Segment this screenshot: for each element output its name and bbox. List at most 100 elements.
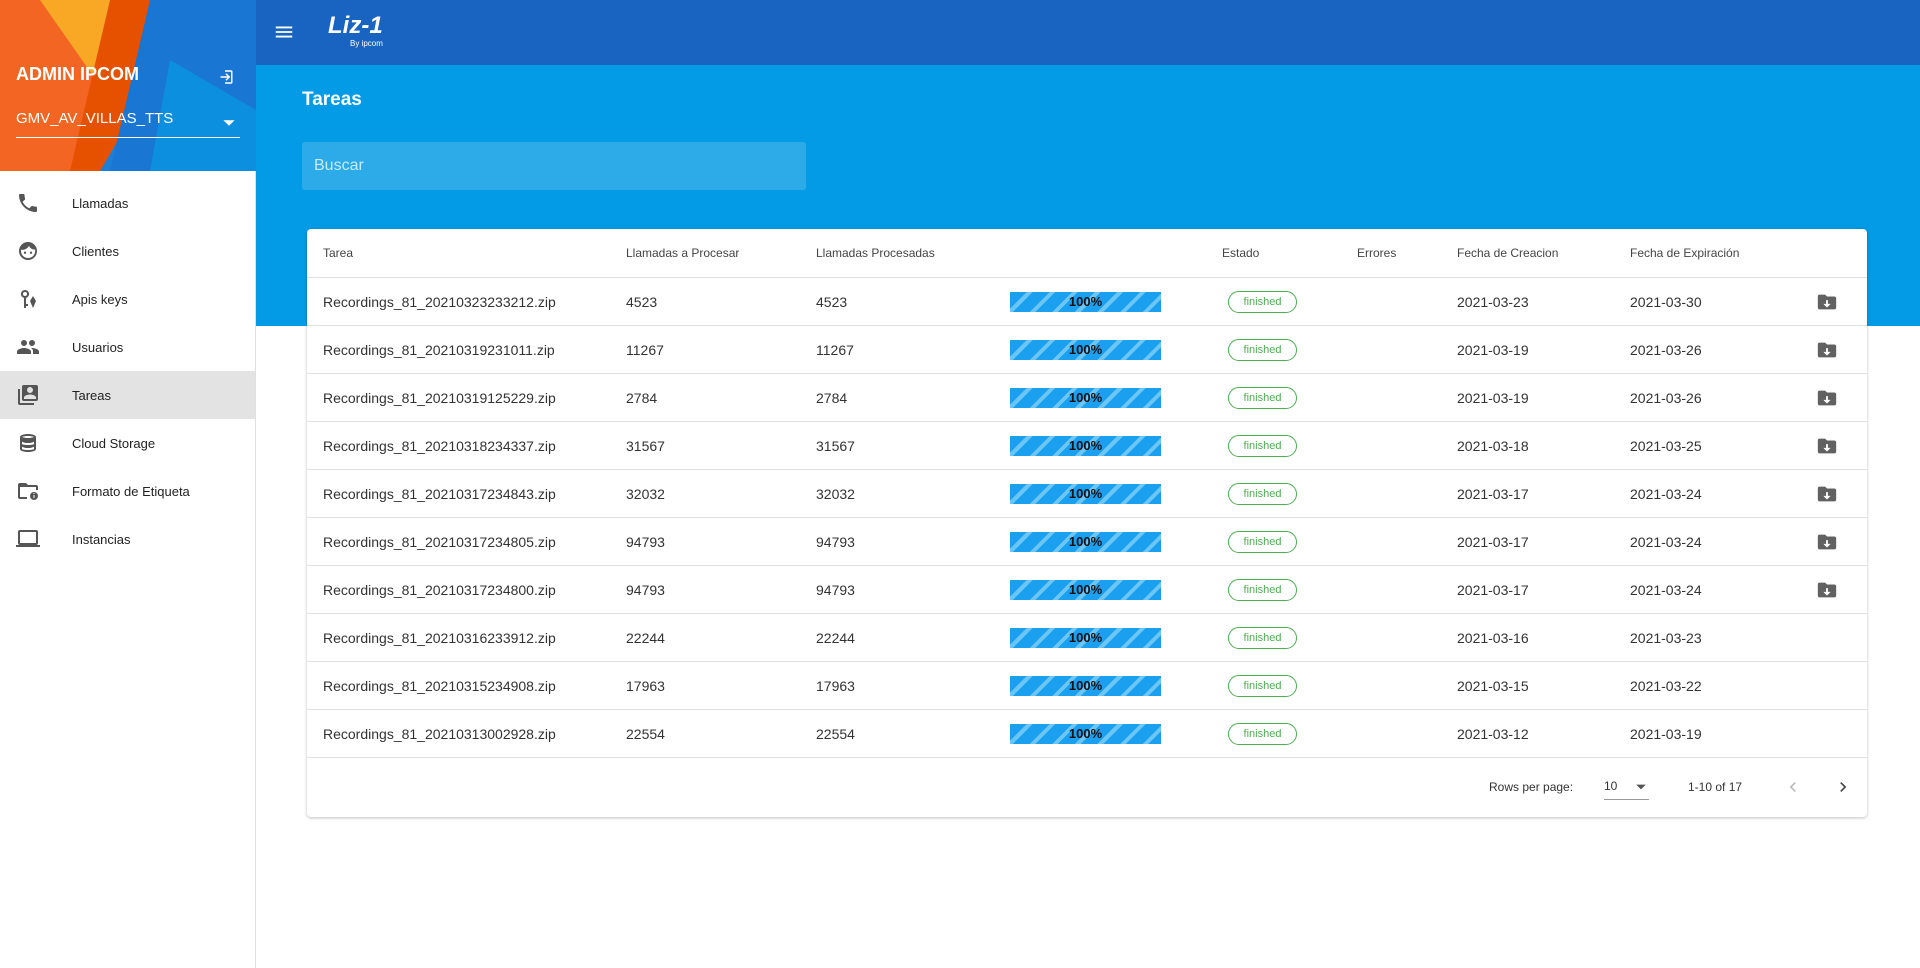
column-header: Estado <box>1222 246 1260 260</box>
progress-bar: 100% <box>1010 580 1161 600</box>
download-icon[interactable] <box>1816 579 1838 601</box>
top-bar: Liz-1 By ipcom <box>256 0 1920 65</box>
calls-to-process: 22244 <box>626 630 665 646</box>
progress-bar: 100% <box>1010 340 1161 360</box>
expiry-date: 2021-03-25 <box>1630 438 1702 454</box>
download-icon[interactable] <box>1816 531 1838 553</box>
calls-to-process: 94793 <box>626 534 665 550</box>
created-date: 2021-03-17 <box>1457 486 1529 502</box>
dropdown-arrow <box>223 120 235 126</box>
user-name: ADMIN IPCOM <box>16 64 139 84</box>
nav-label: Usuarios <box>72 339 124 355</box>
calls-to-process: 31567 <box>626 438 665 454</box>
download-icon[interactable] <box>1816 435 1838 457</box>
nav-item[interactable]: Instancias <box>0 515 255 563</box>
download-button[interactable] <box>1816 291 1838 313</box>
table-row: Recordings_81_20210319125229.zip 2784 2784… <box>307 373 1867 421</box>
created-date: 2021-03-12 <box>1457 726 1529 742</box>
created-date: 2021-03-23 <box>1457 294 1529 310</box>
logo-sub: By ipcom <box>350 39 383 48</box>
download-button[interactable] <box>1816 531 1838 553</box>
expiry-date: 2021-03-24 <box>1630 486 1702 502</box>
page-range: 1-10 of 17 <box>1688 780 1743 794</box>
download-button[interactable] <box>1816 579 1838 601</box>
nav-icon <box>18 242 37 260</box>
rows-per-page-select[interactable]: 10 <box>1604 772 1649 800</box>
rows-per-page-value: 10 <box>1604 779 1618 793</box>
nav-icon <box>20 289 36 308</box>
nav-label: Apis keys <box>72 291 128 307</box>
download-button[interactable] <box>1816 483 1838 505</box>
table-row: Recordings_81_20210319231011.zip 11267 112… <box>307 325 1867 373</box>
table-row: Recordings_81_20210317234843.zip 32032 320… <box>307 469 1867 517</box>
dropdown-arrow <box>1636 784 1646 790</box>
table-card: Tarea Llamadas a Procesar Llamadas Procesa… <box>307 229 1867 817</box>
calls-processed: 2784 <box>816 390 848 406</box>
nav-label: Formato de Etiqueta <box>72 483 190 499</box>
calls-processed: 22554 <box>816 726 855 742</box>
status-chip: finished <box>1228 339 1297 361</box>
progress-bar: 100% <box>1010 628 1161 648</box>
column-header: Fecha de Expiración <box>1630 246 1740 260</box>
download-icon[interactable] <box>1816 387 1838 409</box>
task-name: Recordings_81_20210317234800.zip <box>323 582 556 598</box>
account-select[interactable]: GMV_AV_VILLAS_TTS <box>16 110 240 138</box>
download-icon[interactable] <box>1816 483 1838 505</box>
logout-icon[interactable] <box>216 68 234 86</box>
search-placeholder: Buscar <box>314 157 364 174</box>
created-date: 2021-03-15 <box>1457 678 1529 694</box>
calls-to-process: 4523 <box>626 294 658 310</box>
nav-item[interactable]: Tareas <box>0 371 255 419</box>
task-name: Recordings_81_20210317234805.zip <box>323 534 556 550</box>
status-chip: finished <box>1228 675 1297 697</box>
status-chip: finished <box>1228 483 1297 505</box>
page-title: Tareas <box>302 89 362 110</box>
nav-icon <box>17 340 39 354</box>
nav-icon <box>20 434 36 452</box>
status-chip: finished <box>1228 531 1297 553</box>
progress-bar: 100% <box>1010 724 1161 744</box>
nav-item[interactable]: Cloud Storage <box>0 419 255 467</box>
download-icon[interactable] <box>1816 291 1838 313</box>
calls-to-process: 2784 <box>626 390 658 406</box>
account-value: GMV_AV_VILLAS_TTS <box>16 110 174 127</box>
status-chip: finished <box>1228 387 1297 409</box>
calls-to-process: 17963 <box>626 678 665 694</box>
progress-bar: 100% <box>1010 388 1161 408</box>
progress-bar: 100% <box>1010 292 1161 312</box>
nav-item[interactable]: Formato de Etiqueta <box>0 467 255 515</box>
status-chip: finished <box>1228 627 1297 649</box>
created-date: 2021-03-16 <box>1457 630 1529 646</box>
table-row: Recordings_81_20210317234805.zip 94793 947… <box>307 517 1867 565</box>
download-icon[interactable] <box>1816 339 1838 361</box>
expiry-date: 2021-03-26 <box>1630 390 1702 406</box>
task-name: Recordings_81_20210319231011.zip <box>323 342 555 358</box>
column-header: Llamadas a Procesar <box>626 246 740 260</box>
logo: Liz-1 <box>328 12 383 39</box>
status-chip: finished <box>1228 435 1297 457</box>
expiry-date: 2021-03-22 <box>1630 678 1702 694</box>
nav-icon <box>18 483 38 500</box>
table-row: Recordings_81_20210315234908.zip 17963 179… <box>307 661 1867 709</box>
calls-processed: 11267 <box>816 342 854 358</box>
nav-item[interactable]: Llamadas <box>0 179 255 227</box>
prev-page[interactable] <box>1783 777 1803 797</box>
calls-processed: 31567 <box>816 438 855 454</box>
nav-label: Tareas <box>72 387 112 403</box>
nav-item[interactable]: Usuarios <box>0 323 255 371</box>
download-button[interactable] <box>1816 387 1838 409</box>
nav-item[interactable]: Clientes <box>0 227 255 275</box>
nav-label: Clientes <box>72 243 119 259</box>
expiry-date: 2021-03-19 <box>1630 726 1702 742</box>
download-button[interactable] <box>1816 339 1838 361</box>
menu-button[interactable] <box>273 21 295 43</box>
search-box[interactable]: Buscar <box>302 142 806 190</box>
calls-processed: 17963 <box>816 678 855 694</box>
next-page[interactable] <box>1833 777 1853 797</box>
expiry-date: 2021-03-26 <box>1630 342 1702 358</box>
nav-item[interactable]: Apis keys <box>0 275 255 323</box>
task-name: Recordings_81_20210313002928.zip <box>323 726 556 742</box>
download-button[interactable] <box>1816 435 1838 457</box>
nav-icon <box>18 385 38 405</box>
